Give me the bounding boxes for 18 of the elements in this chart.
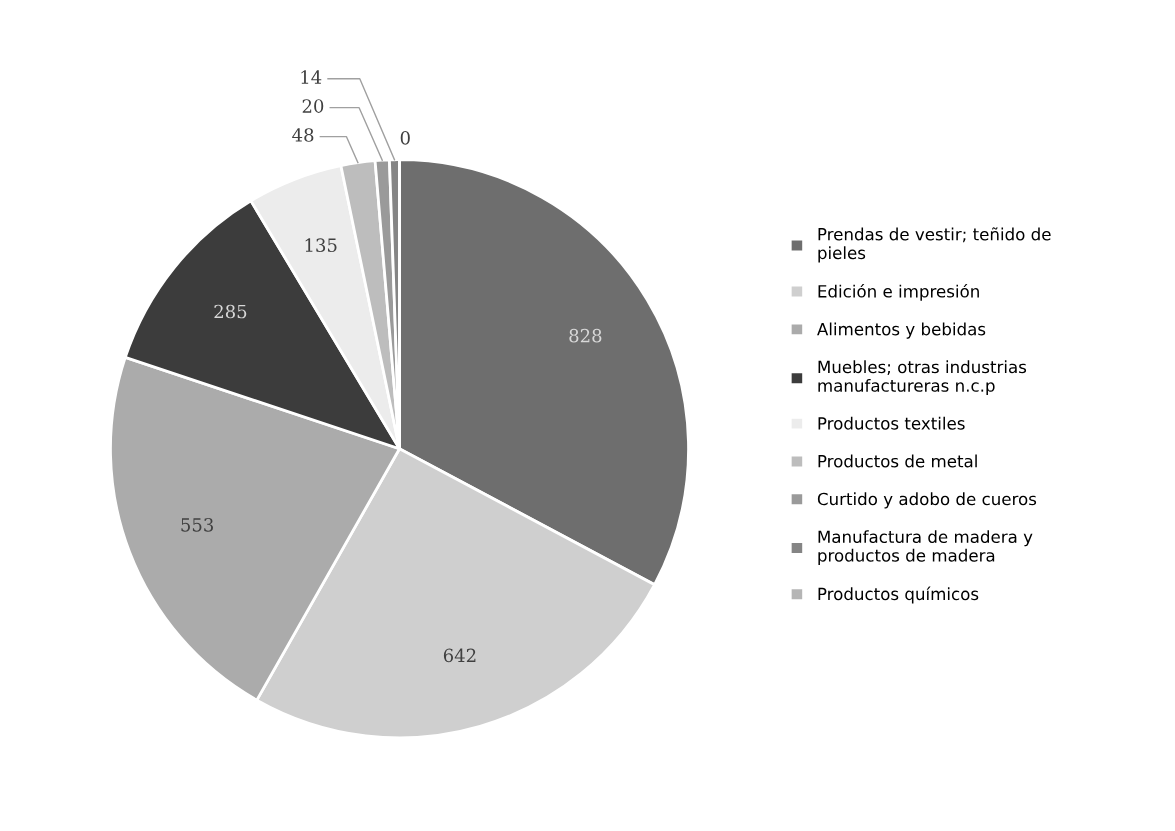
data-label: 135 — [305, 238, 337, 253]
data-label: 642 — [443, 648, 476, 663]
data-label: 48 — [292, 128, 314, 142]
legend-label: Edición e impresión — [818, 284, 979, 301]
legend-label: Alimentos y bebidas — [817, 322, 986, 339]
legend-label: Productos textiles — [818, 416, 965, 430]
legend-label: Prendas de vestir; teñido de pieles — [818, 227, 1051, 263]
legend-label: Productos de metal — [818, 454, 977, 468]
legend-label: Manufactura de madera y productos de madera — [818, 530, 1033, 565]
data-label: 828 — [569, 328, 602, 343]
text: 0 — [400, 131, 410, 145]
data-label: 14 — [301, 70, 322, 84]
legend-label: Curtido y adobo de cueros — [817, 492, 1037, 509]
data-label: 553 — [181, 517, 213, 532]
data-label: 20 — [302, 99, 324, 113]
data-label: 285 — [214, 304, 247, 319]
legend-label: Productos químicos — [818, 586, 979, 604]
legend-label: Muebles; otras industrias manufactureras n.c.p — [818, 360, 1027, 396]
